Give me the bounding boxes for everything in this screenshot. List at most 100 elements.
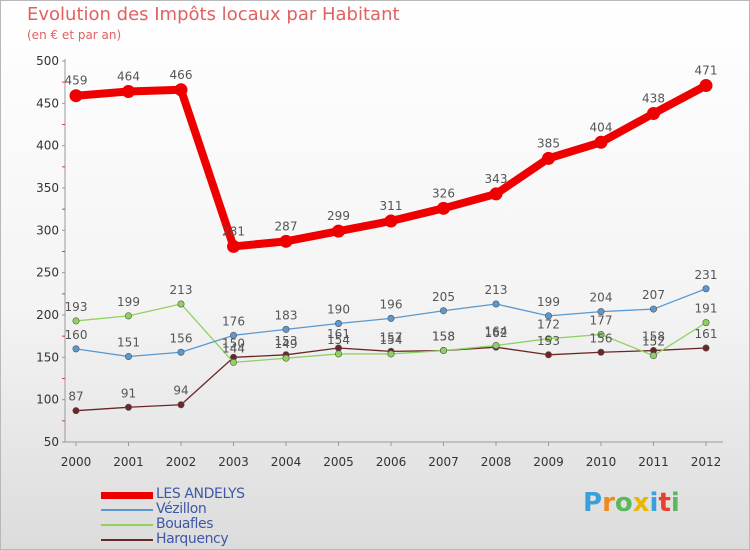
data-label: 231 — [695, 268, 718, 282]
data-label: 153 — [275, 334, 298, 348]
x-tick-label: 2003 — [218, 455, 249, 469]
data-point — [649, 305, 657, 313]
data-label: 191 — [695, 302, 718, 316]
data-label: 326 — [432, 186, 455, 200]
y-tick-label: 50 — [44, 435, 59, 449]
y-tick-label: 400 — [36, 139, 59, 153]
data-label: 385 — [537, 136, 560, 150]
data-label: 199 — [117, 295, 140, 309]
data-label: 459 — [65, 74, 88, 88]
data-label: 156 — [590, 331, 613, 345]
x-tick-label: 2005 — [323, 455, 354, 469]
legend-label: LES ANDELYS — [156, 486, 245, 502]
series-layer — [69, 79, 713, 415]
data-point — [72, 407, 80, 415]
data-point — [437, 201, 450, 215]
data-point — [489, 187, 503, 201]
logo-letter: i — [670, 488, 680, 518]
legend-swatch — [101, 539, 153, 541]
data-label: 172 — [537, 318, 560, 332]
data-point — [542, 151, 555, 165]
x-tick-label: 2001 — [113, 455, 144, 469]
y-tick-label: 150 — [36, 350, 59, 364]
logo-letter: r — [602, 488, 615, 518]
data-label: 287 — [275, 219, 298, 233]
data-point — [649, 352, 657, 360]
data-label: 158 — [432, 330, 455, 344]
data-label: 466 — [170, 68, 193, 82]
data-point — [122, 84, 135, 98]
data-label: 87 — [68, 390, 83, 404]
x-tick-label: 2011 — [638, 455, 669, 469]
data-label: 149 — [275, 337, 298, 351]
data-label: 299 — [327, 209, 350, 223]
data-label: 471 — [695, 64, 718, 78]
data-label: 153 — [537, 334, 560, 348]
data-point — [279, 234, 293, 248]
data-point — [387, 350, 395, 358]
data-point — [125, 352, 133, 360]
proxiti-logo: Proxiti — [583, 488, 680, 518]
data-point — [647, 106, 660, 120]
logo-letter: x — [632, 488, 650, 518]
y-tick-label: 350 — [36, 181, 59, 195]
x-tick-label: 2006 — [376, 455, 407, 469]
y-tick-label: 450 — [36, 96, 59, 110]
data-point — [230, 358, 238, 366]
data-label: 144 — [222, 341, 245, 355]
data-label: 151 — [117, 335, 140, 349]
data-point — [439, 347, 447, 355]
data-label: 204 — [590, 291, 613, 305]
logo-letter: P — [583, 488, 603, 518]
data-label: 150 — [222, 336, 245, 350]
y-tick-label: 500 — [36, 54, 59, 68]
data-point — [69, 89, 83, 103]
data-label: 161 — [695, 327, 718, 341]
data-label: 164 — [485, 324, 508, 338]
data-label: 162 — [485, 326, 508, 340]
data-label: 160 — [65, 328, 88, 342]
data-point — [72, 317, 80, 325]
data-point — [492, 300, 500, 308]
data-label: 176 — [222, 314, 245, 328]
data-label: 343 — [485, 172, 508, 186]
data-point — [544, 335, 552, 343]
data-label: 158 — [642, 330, 665, 344]
y-tick-label: 200 — [36, 308, 59, 322]
y-tick-label: 300 — [36, 223, 59, 237]
data-label: 91 — [121, 386, 136, 400]
data-point — [174, 83, 188, 97]
data-point — [594, 135, 608, 149]
data-labels-layer: 459 464 466 281 287 299 311 326 343 385 404 438 471 1… — [65, 64, 718, 404]
data-label: 183 — [275, 308, 298, 322]
logo-letter: i — [649, 488, 659, 518]
data-point — [334, 319, 342, 327]
y-tick-label: 250 — [36, 266, 59, 280]
data-point — [177, 401, 185, 409]
chart-title: Evolution des Impôts locaux par Habitant — [27, 4, 400, 25]
data-point — [282, 325, 290, 333]
data-label: 196 — [380, 297, 403, 311]
data-point — [177, 348, 185, 356]
data-point — [544, 312, 552, 320]
legend-label: Harquency — [156, 531, 229, 547]
data-point — [699, 79, 713, 93]
data-point — [387, 314, 395, 322]
data-label: 207 — [642, 288, 665, 302]
axes: 50 100 150 200 250 300 350 400 450 500 2000 2001 200… — [36, 54, 723, 469]
data-point — [702, 319, 710, 327]
data-label: 156 — [170, 331, 193, 345]
legend-swatch — [101, 491, 153, 499]
legend-swatch — [101, 524, 153, 526]
data-label: 193 — [65, 300, 88, 314]
data-point — [702, 285, 710, 293]
legend-label: Bouafles — [156, 516, 214, 532]
data-label: 152 — [642, 335, 665, 349]
data-label: 161 — [327, 327, 350, 341]
data-point — [384, 214, 398, 228]
x-tick-label: 2009 — [533, 455, 564, 469]
x-tick-label: 2010 — [586, 455, 617, 469]
data-point — [282, 354, 290, 362]
data-label: 190 — [327, 302, 350, 316]
data-label: 311 — [380, 199, 403, 213]
